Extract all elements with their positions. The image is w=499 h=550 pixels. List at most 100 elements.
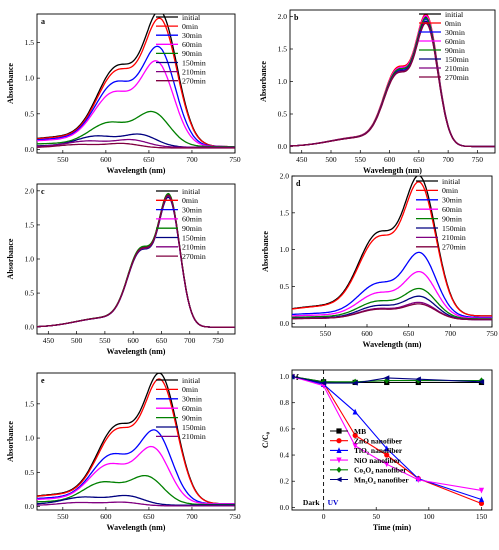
legend-entry: 150min: [182, 423, 206, 432]
legend-marker: [335, 476, 342, 483]
legend-entry: 90min: [182, 49, 202, 58]
legend-entry: 210min: [442, 233, 466, 242]
series-line-60min: [292, 270, 492, 319]
series-line-90min: [37, 474, 235, 506]
x-tick-label: 750: [472, 155, 484, 164]
series-line-90min: [37, 110, 235, 148]
y-tick-label: 0.0: [25, 145, 35, 154]
series-line-NiO nanofiber: [292, 375, 482, 491]
data-point: [384, 377, 390, 384]
legend: initial0min30min60min90min150min210min27…: [419, 10, 469, 82]
legend-entry: 270min: [182, 252, 206, 261]
y-tick-label: 1.0: [25, 255, 35, 264]
data-point: [352, 443, 358, 449]
legend-entry: MB: [354, 427, 366, 436]
plot-frame: [36, 372, 236, 511]
legend-entry: 0min: [445, 19, 461, 28]
legend-entry: 0min: [182, 385, 198, 394]
data-point: [384, 445, 390, 452]
legend: initial0min30min60min90min150min210min27…: [156, 13, 206, 86]
legend-entry: 210min: [182, 243, 206, 252]
series-line-0min: [292, 181, 492, 317]
y-tick-label: 0.5: [25, 109, 35, 118]
legend-entry: 60min: [182, 215, 202, 224]
y-tick-label: 0.5: [280, 282, 290, 291]
data-point: [478, 379, 485, 385]
y-tick-label: 0.5: [278, 110, 288, 119]
y-tick-label: 0.0: [278, 142, 288, 151]
legend-entry: 30min: [182, 205, 202, 214]
x-tick-label: 600: [361, 329, 373, 338]
data-point: [383, 375, 390, 381]
legend-entry: 210min: [182, 67, 206, 76]
y-tick-label: 0.5: [25, 289, 35, 298]
x-tick-label: 600: [100, 512, 112, 521]
plot-frame: [36, 13, 236, 154]
x-axis-label: Wavelength (nm): [107, 523, 166, 532]
x-tick-label: 750: [486, 329, 498, 338]
x-tick-label: 550: [320, 329, 332, 338]
y-tick-label: 1.0: [278, 77, 288, 86]
legend-entry: initial: [182, 187, 201, 196]
y-tick-label: 0.2: [280, 477, 290, 486]
y-axis-label: Absorbance: [6, 238, 15, 279]
legend-entry: 150min: [182, 233, 206, 242]
x-tick-label: 100: [423, 512, 435, 521]
x-tick-label: 500: [71, 336, 83, 345]
data-point: [320, 380, 327, 386]
x-tick-label: 500: [325, 155, 337, 164]
x-tick-label: 450: [296, 155, 308, 164]
y-tick-label: 1.5: [25, 399, 35, 408]
data-point: [415, 477, 421, 484]
legend-entry: 90min: [182, 224, 202, 233]
legend-marker: [336, 428, 342, 434]
x-tick-label: 550: [355, 155, 367, 164]
x-tick-label: 700: [184, 336, 196, 345]
legend-marker: [336, 447, 342, 453]
plot-area: [37, 192, 235, 328]
plot-area: [37, 373, 235, 507]
x-tick-label: 750: [212, 336, 224, 345]
legend-entry: 0min: [182, 196, 198, 205]
legend-entry: 30min: [182, 395, 202, 404]
series-line-210min: [37, 138, 235, 148]
panel-letter: b: [294, 13, 299, 22]
legend-entry: initial: [442, 177, 461, 186]
data-point: [384, 452, 390, 458]
y-tick-label: 0.5: [25, 468, 35, 477]
legend: initial0min30min60min90min150min210min27…: [416, 177, 466, 252]
chart-panel-c: 450 500 550 600 650 700 750 0.0 0.5 1.0 1.5 2.0 Wave…: [6, 183, 236, 356]
series-line-Co₃O₄ nanofiber: [292, 375, 482, 383]
y-tick-label: 0.0: [25, 323, 35, 332]
data-point: [478, 496, 485, 503]
legend-marker: [336, 466, 342, 473]
chart-panel-a: 550 600 650 700 750 0.0 0.5 1.0 1.5 Wavelength (n…: [6, 13, 241, 175]
legend-entry: TiO₂ nanofiber: [354, 446, 403, 455]
y-axis-label: C/C₀: [261, 431, 270, 448]
x-tick-label: 600: [384, 155, 396, 164]
x-tick-label: 700: [186, 512, 198, 521]
y-tick-label: 0.4: [280, 451, 290, 460]
legend-marker: [336, 438, 342, 444]
x-tick-label: 600: [128, 336, 140, 345]
series-line-0min: [37, 195, 235, 328]
legend-entry: initial: [445, 10, 464, 19]
legend-entry: 60min: [182, 40, 202, 49]
chart-panel-b: 450 500 550 600 650 700 750 0.0 0.5 1.0 1.5 2.0 Wave…: [259, 9, 496, 175]
legend-entry: 30min: [445, 28, 465, 37]
legend-entry: NiO nanofiber: [354, 456, 401, 465]
plot-frame: [291, 369, 493, 511]
y-tick-label: 0.0: [280, 319, 290, 328]
y-axis-label: Absorbance: [259, 61, 268, 102]
x-tick-label: 750: [229, 512, 241, 521]
annotation-dark: Dark: [303, 498, 320, 507]
plot-area: [37, 14, 235, 149]
series-line-30min: [292, 251, 492, 319]
panel-letter: d: [296, 179, 301, 188]
x-tick-label: 150: [476, 512, 488, 521]
legend-entry: 150min: [182, 58, 206, 67]
chart-panel-f: 0 50 100 150 0.0 0.2 0.4 0.6 0.8 1.0 Time (min) C/C…: [261, 369, 493, 532]
series-line-30min: [37, 45, 235, 148]
panel-letter: a: [41, 17, 45, 26]
